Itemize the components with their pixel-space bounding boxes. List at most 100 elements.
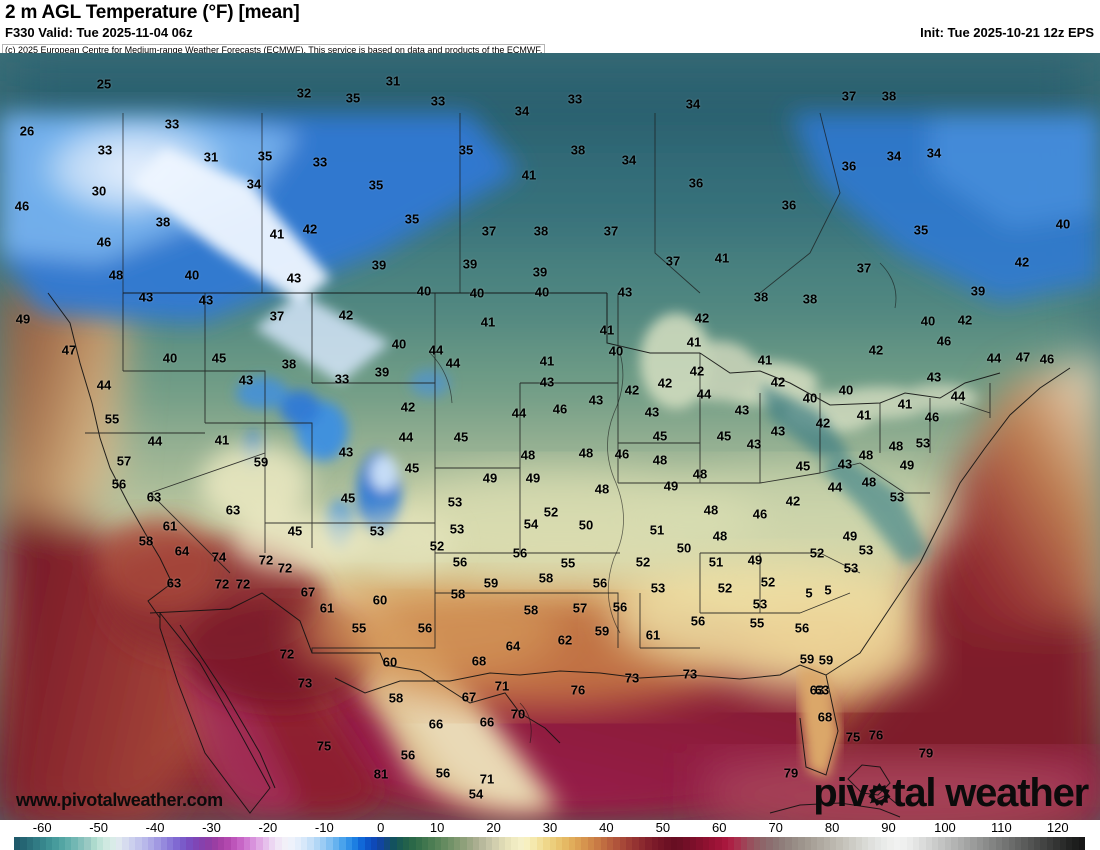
colorbar-swatch — [708, 837, 716, 850]
colorbar-swatch — [766, 837, 773, 850]
colorbar-swatch — [587, 837, 595, 850]
colorbar-swatch — [524, 837, 531, 850]
gear-icon — [867, 782, 892, 808]
colorbar-swatch — [842, 837, 850, 850]
colorbar-swatch — [90, 837, 97, 850]
colorbar-tick: -50 — [89, 820, 109, 835]
colorbar-swatch — [772, 837, 779, 850]
colorbar-swatch — [753, 837, 760, 850]
colorbar-swatch — [536, 837, 544, 850]
colorbar-swatch — [269, 837, 276, 850]
colorbar-swatch — [485, 837, 493, 850]
colorbar-swatch — [243, 837, 250, 850]
colorbar-swatch — [415, 837, 422, 850]
colorbar-swatch — [313, 837, 320, 850]
site-url-watermark: www.pivotalweather.com — [16, 790, 223, 810]
colorbar-swatch — [747, 837, 754, 850]
colorbar-swatch — [785, 837, 792, 850]
valid-time-label: F330 Valid: Tue 2025-11-04 06z — [5, 25, 193, 40]
colorbar-swatch — [638, 837, 646, 850]
colorbar-swatch — [434, 837, 442, 850]
colorbar-swatch — [237, 837, 244, 850]
colorbar-swatch — [422, 837, 429, 850]
colorbar-swatch — [141, 837, 148, 850]
colorbar-swatch — [1040, 837, 1047, 850]
colorbar-swatch — [1002, 837, 1009, 850]
colorbar-swatch — [167, 837, 174, 850]
colorbar-swatch — [453, 837, 461, 850]
colorbar-swatch — [836, 837, 843, 850]
colorbar-swatch — [728, 837, 735, 850]
colorbar-swatch — [428, 837, 435, 850]
colorbar-tick: 110 — [990, 820, 1012, 835]
page-header: 2 m AGL Temperature (°F) [mean] F330 Val… — [0, 0, 1100, 57]
colorbar-swatch — [957, 837, 964, 850]
page-title: 2 m AGL Temperature (°F) [mean] — [5, 2, 300, 23]
colorbar-swatch — [262, 837, 269, 850]
colorbar-swatch — [715, 837, 722, 850]
colorbar-swatch — [632, 837, 639, 850]
colorbar-swatch — [657, 837, 665, 850]
colorbar-swatch — [740, 837, 748, 850]
colorbar-tick: 10 — [429, 820, 445, 835]
colorbar-swatch — [307, 837, 314, 850]
colorbar-swatch — [1065, 837, 1073, 850]
colorbar-swatch — [173, 837, 180, 850]
colorbar-swatch — [364, 837, 371, 850]
colorbar-swatch — [116, 837, 123, 850]
colorbar-tick-labels: -60 -50 -40 -30 -20 -10 0 10 20 30 40 50 60 70 80 90 100… — [0, 820, 1100, 836]
colorbar-tick: -60 — [32, 820, 52, 835]
colorbar-swatch — [358, 837, 365, 850]
colorbar-swatch — [339, 837, 346, 850]
colorbar-swatch — [919, 837, 926, 850]
colorbar-tick: 90 — [881, 820, 896, 835]
colorbar-swatch — [1034, 837, 1041, 850]
colorbar-swatch — [900, 837, 907, 850]
colorbar-swatch — [1053, 837, 1060, 850]
colorbar-swatch — [874, 837, 881, 850]
colorbar-swatch — [441, 837, 448, 850]
colorbar-swatch — [409, 837, 416, 850]
colorbar-swatch — [626, 837, 633, 850]
colorbar-swatch — [71, 837, 78, 850]
colorbar-tick: -10 — [314, 820, 334, 835]
colorbar-swatch — [77, 837, 85, 850]
colorbar-tick: 0 — [377, 820, 385, 835]
colorbar-swatch — [466, 837, 473, 850]
colorbar-swatch — [33, 837, 40, 850]
colorbar-swatch — [39, 837, 46, 850]
colorbar-tick: -30 — [202, 820, 221, 835]
colorbar-swatch — [192, 837, 199, 850]
colorbar-swatch — [224, 837, 231, 850]
colorbar-swatch — [1008, 837, 1015, 850]
colorbar-swatch — [810, 837, 818, 850]
colorbar-swatch — [211, 837, 218, 850]
colorbar-swatch — [383, 837, 391, 850]
colorbar-swatches[interactable] — [14, 837, 1086, 850]
colorbar-swatch — [976, 837, 983, 850]
colorbar-swatch — [517, 837, 524, 850]
colorbar-swatch — [1078, 837, 1085, 850]
colorbar-swatch — [798, 837, 805, 850]
colorbar-swatch — [396, 837, 403, 850]
colorbar-legend[interactable]: -60 -50 -40 -30 -20 -10 0 10 20 30 40 50 60 70 80 90 100… — [0, 820, 1100, 850]
colorbar-swatch — [721, 837, 728, 850]
temperature-map[interactable]: 25 31 32 33 37 38 26 33 35 33 34 34 33 31 35 33 35 41 38 34… — [0, 53, 1100, 820]
colorbar-swatch — [861, 837, 869, 850]
colorbar-swatch — [377, 837, 384, 850]
colorbar-swatch — [147, 837, 155, 850]
colorbar-swatch — [275, 837, 282, 850]
colorbar-swatch — [294, 837, 301, 850]
colorbar-swatch — [683, 837, 690, 850]
colorbar-swatch — [696, 837, 703, 850]
colorbar-swatch — [320, 837, 327, 850]
colorbar-swatch — [989, 837, 996, 850]
colorbar-tick: 50 — [655, 820, 671, 835]
colorbar-swatch — [371, 837, 378, 850]
colorbar-tick: 70 — [768, 820, 783, 835]
colorbar-swatch — [186, 837, 193, 850]
colorbar-swatch — [606, 837, 614, 850]
colorbar-swatch — [779, 837, 786, 850]
colorbar-swatch — [1027, 837, 1034, 850]
colorbar-swatch — [1046, 837, 1054, 850]
